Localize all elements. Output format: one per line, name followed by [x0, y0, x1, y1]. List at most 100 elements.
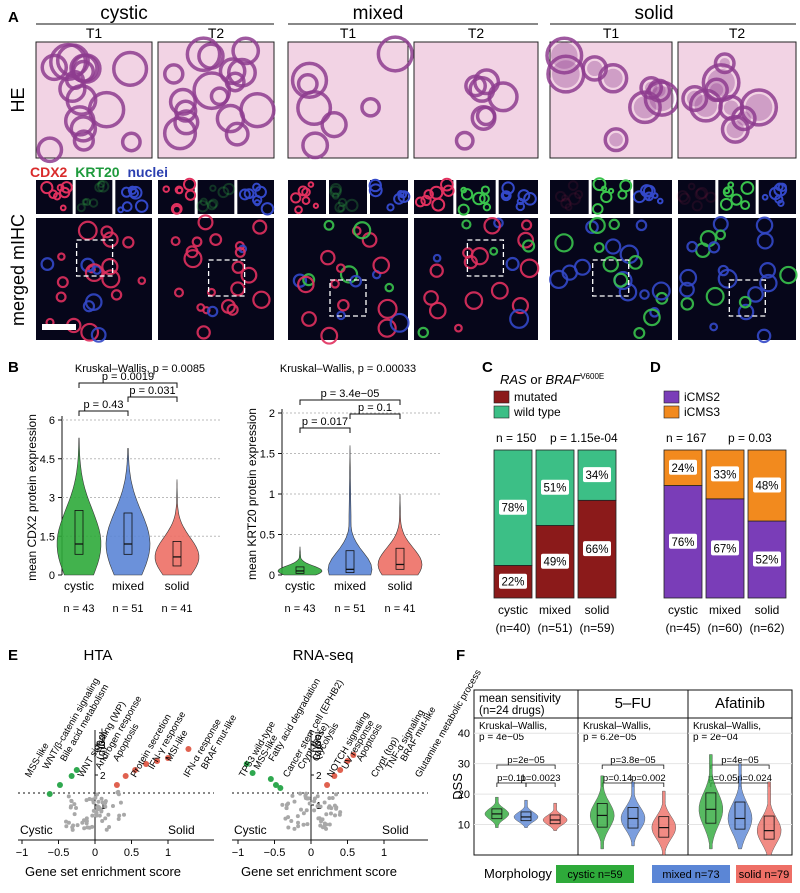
channel-thumbnail-green: [329, 180, 367, 214]
category-label: cystic: [498, 603, 528, 617]
x-tick-label: 0.5: [124, 847, 139, 859]
category-label: solid: [585, 603, 610, 617]
gene-set-point: [327, 796, 332, 801]
channel-thumbnail-green: [591, 177, 633, 215]
gene-set-point: [303, 794, 308, 799]
sample-count: (n=62): [749, 621, 784, 635]
direction-label-cystic: Cystic: [234, 823, 267, 837]
significance-bracket: [601, 764, 665, 769]
y-tick-label: 4.5: [40, 454, 55, 466]
he-micrograph-image: [35, 41, 153, 164]
p-value-label: p=0.11: [497, 773, 526, 784]
significance-bracket: [78, 382, 178, 388]
mihc-merged-image: [549, 216, 672, 340]
violin: [542, 802, 568, 831]
significance-bracket: [525, 782, 556, 787]
gene-set-point: [122, 812, 127, 817]
enriched-solid-point: [344, 758, 351, 764]
significance-bracket: [299, 427, 351, 433]
gene-set-point: [95, 792, 100, 797]
violin: [727, 763, 753, 850]
violin-mixed: [327, 445, 373, 576]
gene-set-point: [90, 813, 95, 818]
gene-set-point: [320, 817, 325, 822]
y-axis-label: mean KRT20 protein expression: [245, 408, 259, 580]
gene-set-point: [84, 819, 89, 824]
channel-thumbnail-red: [288, 180, 326, 215]
sample-count: n = 51: [335, 603, 366, 615]
y-tick-label: 3: [100, 741, 106, 752]
panel-c-title: RAS or BRAFV600E: [500, 372, 604, 387]
panel-label-e: E: [8, 647, 18, 664]
panel-a-micrographs: cystic mixed solid HE merged mIHC CDX2 K…: [8, 3, 798, 345]
mihc-merged-image: [36, 218, 152, 343]
percent-label-bg: [669, 533, 697, 549]
enriched-cystic-point: [267, 776, 274, 782]
gene-set-point: [107, 824, 112, 829]
timepoint-label: T2: [729, 25, 746, 41]
boxplot-box: [763, 815, 775, 840]
p-value-label: p=0.002: [631, 773, 666, 784]
p-value-label: p = 0.0019: [102, 371, 154, 383]
gene-set-point: [315, 794, 320, 799]
category-label: solid: [755, 603, 780, 617]
enriched-solid-point: [185, 746, 192, 752]
sample-count: (n=59): [579, 621, 614, 635]
percent-label-bg: [499, 573, 527, 589]
p-value-label: p=0.024: [737, 773, 772, 784]
gene-set-point: [94, 810, 99, 815]
gene-set-point: [97, 805, 102, 810]
panel-label-f: F: [456, 647, 465, 664]
y-tick-label: 1.5: [40, 531, 55, 543]
gene-set-point: [72, 802, 77, 807]
gene-set-point: [312, 799, 317, 804]
total-n-label: n = 150: [496, 431, 537, 445]
panel-label-a: A: [8, 9, 19, 26]
gene-set-point: [117, 813, 122, 818]
percent-label-bg: [583, 541, 611, 557]
panel-label-b: B: [8, 359, 19, 376]
gene-set-point: [90, 824, 95, 829]
y-tick-label: 3: [316, 741, 322, 752]
gene-set-point: [96, 799, 101, 804]
gene-set-point: [337, 812, 342, 817]
channel-thumbnail-blue: [758, 180, 796, 214]
facet-header: 5–FU: [615, 695, 652, 712]
panel-f-dss-violins: DSS 10 20 30 40 mean sensitivity(n=24 drugs) K…: [450, 689, 793, 883]
channel-thumbnail-blue: [115, 180, 152, 214]
enriched-solid-point: [154, 758, 161, 764]
boxplot-box: [172, 541, 182, 567]
enriched-cystic-point: [56, 782, 63, 788]
enriched-solid-point: [122, 773, 129, 779]
gene-set-point: [106, 812, 111, 817]
legend-label: solid n=79: [739, 869, 789, 881]
group-title-solid: solid: [634, 3, 673, 24]
channel-thumbnail-blue: [368, 178, 411, 214]
direction-label-solid: Solid: [382, 823, 409, 837]
p-value-label: p=0.14: [603, 773, 632, 784]
gene-set-point: [301, 811, 306, 816]
category-label: mixed: [539, 603, 571, 617]
kruskal-wallis-label: Kruskal–Wallis,: [583, 721, 651, 732]
y-tick-label: 6: [49, 415, 55, 427]
violin-cystic: [277, 546, 323, 576]
category-label: cystic: [285, 579, 315, 593]
legend-label: cystic n=59: [567, 869, 622, 881]
violin-plot-cdx2: Kruskal–Wallis, p = 0.0085 0 1.5 3 4.5 6 mean …: [25, 363, 222, 615]
violin: [484, 796, 510, 828]
percent-label: 49%: [543, 557, 566, 569]
channel-thumbnail-green: [456, 180, 496, 216]
percent-label-bg: [499, 499, 527, 515]
facet-title: Afatinib: [715, 695, 765, 712]
category-label: solid: [165, 579, 190, 593]
timepoint-label: T2: [208, 25, 225, 41]
y-tick-label: 30: [458, 759, 470, 771]
gene-set-point: [305, 822, 310, 827]
y-tick-label: 2: [100, 771, 106, 782]
he-micrograph-image: [677, 41, 797, 159]
y-tick-label: 2: [316, 771, 322, 782]
violin-cystic: [56, 437, 102, 576]
legend-swatch: [493, 405, 510, 419]
percent-label: 33%: [713, 469, 736, 481]
